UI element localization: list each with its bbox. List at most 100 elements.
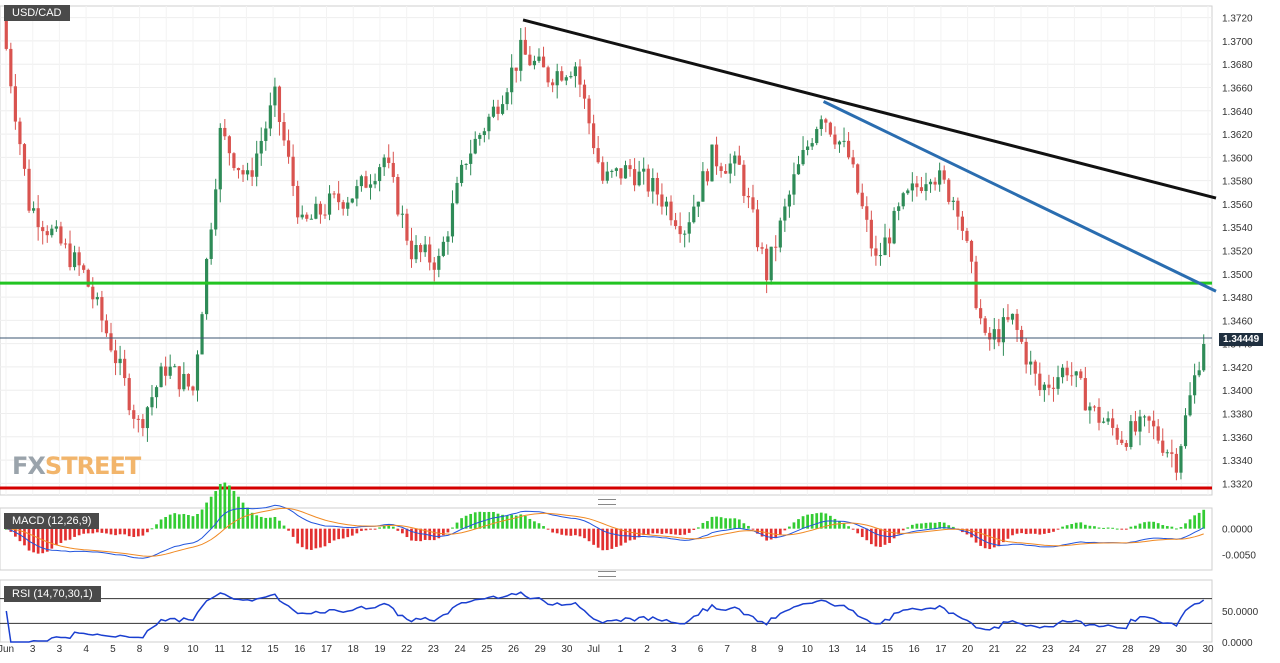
candle-body	[245, 170, 250, 175]
candle-body	[1020, 329, 1024, 342]
time-tick-label: 24	[455, 644, 467, 655]
macd-histogram-bar	[259, 516, 263, 529]
candle-body	[496, 106, 500, 114]
macd-histogram-bar	[1129, 526, 1133, 529]
time-tick-label: 29	[535, 644, 547, 655]
candle-body	[164, 366, 168, 376]
macd-histogram-bar	[669, 528, 673, 535]
pane-splitter-macd[interactable]	[598, 499, 616, 505]
macd-histogram-bar	[783, 528, 787, 531]
candle-body	[464, 163, 468, 165]
rsi-pane	[0, 579, 1213, 643]
candle-body	[1183, 415, 1188, 447]
candle-body	[1097, 406, 1101, 423]
candle-body	[145, 407, 150, 429]
macd-histogram-bar	[533, 521, 536, 529]
candle-body	[774, 246, 778, 248]
time-tick-label: Jun	[0, 644, 14, 655]
macd-histogram-bar	[159, 519, 163, 529]
price-tick-label: 1.3480	[1222, 293, 1253, 304]
macd-histogram-bar	[710, 516, 714, 529]
candle-body	[1147, 416, 1151, 421]
macd-histogram-bar	[91, 528, 95, 534]
candle-body	[637, 171, 641, 186]
time-tick-label: 15	[882, 644, 894, 655]
price-tick-label: 1.3500	[1222, 270, 1253, 281]
macd-histogram-bar	[405, 528, 409, 538]
candle-body	[123, 358, 127, 379]
time-tick-label: 7	[724, 644, 730, 655]
macd-histogram-bar	[118, 528, 122, 535]
macd-histogram-bar	[869, 528, 873, 545]
macd-histogram-bar	[341, 528, 345, 539]
macd-histogram-bar	[842, 523, 846, 529]
macd-histogram-bar	[1043, 528, 1046, 534]
candle-body	[113, 350, 118, 364]
candle-body	[778, 220, 782, 248]
macd-histogram-bar	[501, 514, 504, 529]
candle-body	[209, 229, 213, 259]
time-tick-label: 9	[163, 644, 169, 655]
candle-body	[997, 329, 1001, 343]
macd-histogram-bar	[23, 528, 26, 546]
macd-histogram-bar	[765, 528, 768, 541]
macd-histogram-bar	[578, 528, 582, 537]
candle-body	[960, 216, 965, 231]
candle-body	[423, 244, 427, 253]
candle-body	[191, 386, 195, 391]
candle-body	[200, 314, 204, 355]
macd-histogram-bar	[191, 516, 195, 529]
candle-body	[236, 168, 241, 171]
logo-street: STREET	[44, 452, 141, 480]
price-tick-label: 1.3320	[1222, 479, 1253, 490]
macd-histogram-bar	[979, 528, 982, 546]
time-tick-label: 5	[110, 644, 116, 655]
candle-body	[614, 168, 618, 171]
candle-body	[1056, 377, 1060, 389]
macd-histogram-bar	[278, 520, 281, 529]
macd-histogram-bar	[929, 522, 932, 529]
macd-histogram-bar	[268, 517, 272, 529]
macd-histogram-bar	[1020, 528, 1023, 534]
candle-body	[364, 176, 368, 188]
macd-histogram-bar	[196, 513, 199, 529]
candle-body	[728, 163, 732, 174]
candle-body	[569, 76, 573, 78]
candle-body	[815, 129, 819, 144]
macd-histogram-bar	[218, 484, 222, 529]
candle-body	[874, 248, 878, 256]
candle-body	[582, 84, 587, 99]
candle-body	[651, 178, 655, 192]
candle-body	[296, 185, 300, 218]
candle-body	[1024, 341, 1028, 365]
candle-body	[1188, 395, 1192, 416]
candle-body	[432, 262, 436, 270]
pane-splitter-rsi[interactable]	[598, 571, 616, 577]
macd-histogram-bar	[54, 528, 58, 546]
candle-body	[396, 176, 400, 215]
time-tick-label: 14	[855, 644, 867, 655]
macd-histogram-bar	[32, 528, 35, 553]
candle-body	[419, 245, 423, 253]
candle-body	[241, 170, 245, 175]
macd-histogram-bar	[924, 522, 928, 529]
macd-histogram-bar	[187, 515, 190, 529]
macd-histogram-bar	[396, 528, 400, 531]
rsi-label: RSI (14,70,30,1)	[4, 586, 101, 602]
logo-fx: FX	[12, 452, 46, 480]
macd-histogram-bar	[1193, 515, 1196, 529]
macd-histogram-bar	[737, 519, 741, 529]
macd-histogram-bar	[792, 522, 796, 529]
rsi-line	[5, 591, 1205, 643]
time-tick-label: 19	[374, 644, 386, 655]
macd-histogram-bar	[806, 514, 809, 529]
macd-histogram-bar	[1011, 528, 1014, 536]
candle-body	[678, 226, 682, 235]
macd-histogram-bar	[45, 528, 49, 552]
time-tick-label: 24	[1069, 644, 1081, 655]
macd-histogram-bar	[1165, 526, 1169, 529]
macd-histogram-bar	[155, 524, 158, 529]
candle-body	[378, 167, 382, 182]
candle-body	[391, 162, 395, 177]
candle-body	[273, 86, 277, 106]
